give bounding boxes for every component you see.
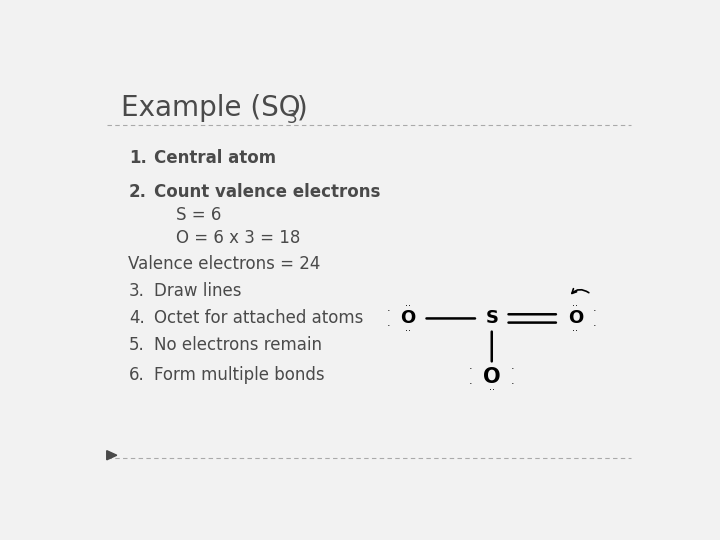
Text: Central atom: Central atom <box>154 150 276 167</box>
Text: ·: · <box>511 379 515 389</box>
Text: ··: ·· <box>489 385 495 395</box>
Text: ·: · <box>593 306 597 316</box>
Text: Valence electrons = 24: Valence electrons = 24 <box>128 255 320 273</box>
Text: No electrons remain: No electrons remain <box>154 336 322 354</box>
Text: 1.: 1. <box>129 150 147 167</box>
Text: ·: · <box>469 364 472 374</box>
Text: 3.: 3. <box>129 282 145 300</box>
Text: Form multiple bonds: Form multiple bonds <box>154 366 325 383</box>
Text: ··: ·· <box>572 326 578 336</box>
Text: O = 6 x 3 = 18: O = 6 x 3 = 18 <box>176 229 301 247</box>
Text: ··: ·· <box>405 326 411 336</box>
Text: Octet for attached atoms: Octet for attached atoms <box>154 309 364 327</box>
Text: O: O <box>568 309 583 327</box>
Text: Count valence electrons: Count valence electrons <box>154 183 381 201</box>
Text: ··: ·· <box>572 301 578 311</box>
Text: ): ) <box>297 94 307 123</box>
Text: ·: · <box>387 321 390 331</box>
Text: 6.: 6. <box>129 366 145 383</box>
Text: Example (SO: Example (SO <box>121 94 300 123</box>
Text: ·: · <box>387 306 390 316</box>
Text: ·: · <box>469 379 472 389</box>
Polygon shape <box>107 451 117 460</box>
Text: 2.: 2. <box>129 183 147 201</box>
Text: Draw lines: Draw lines <box>154 282 242 300</box>
Text: O: O <box>483 367 500 387</box>
Text: 4.: 4. <box>129 309 145 327</box>
Text: O: O <box>400 309 415 327</box>
Text: ··: ·· <box>405 301 411 311</box>
Text: S = 6: S = 6 <box>176 206 222 224</box>
Text: ·: · <box>511 364 515 374</box>
Text: S: S <box>485 309 498 327</box>
Text: 5.: 5. <box>129 336 145 354</box>
Text: 3: 3 <box>287 109 297 126</box>
Text: ·: · <box>593 321 597 331</box>
